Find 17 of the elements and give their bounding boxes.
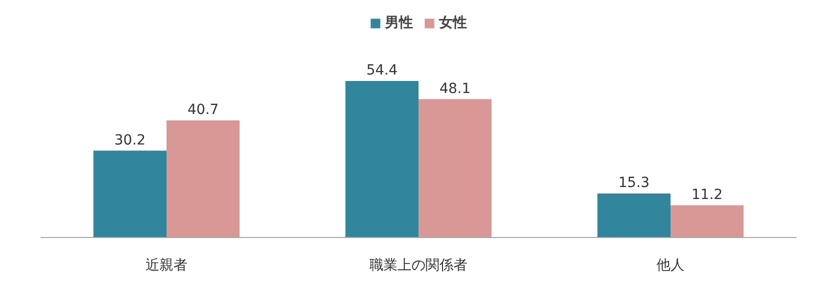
data-label: 54.4 bbox=[366, 62, 398, 79]
data-label: 40.7 bbox=[187, 102, 219, 118]
legend-label: 女性 bbox=[439, 14, 467, 32]
x-tick-label: 他人 bbox=[656, 258, 684, 274]
bar bbox=[670, 205, 744, 238]
bar bbox=[345, 80, 418, 238]
legend-label: 男性 bbox=[385, 14, 413, 32]
bar bbox=[418, 99, 492, 238]
data-label: 15.3 bbox=[618, 175, 650, 192]
data-label: 48.1 bbox=[439, 80, 471, 97]
bar bbox=[597, 193, 670, 238]
bar bbox=[166, 120, 240, 238]
x-tick-label: 職業上の関係者 bbox=[370, 258, 468, 274]
x-tick-label: 近親者 bbox=[146, 258, 188, 274]
data-label: 11.2 bbox=[691, 187, 723, 204]
bar bbox=[93, 150, 166, 238]
data-label: 30.2 bbox=[114, 132, 146, 148]
